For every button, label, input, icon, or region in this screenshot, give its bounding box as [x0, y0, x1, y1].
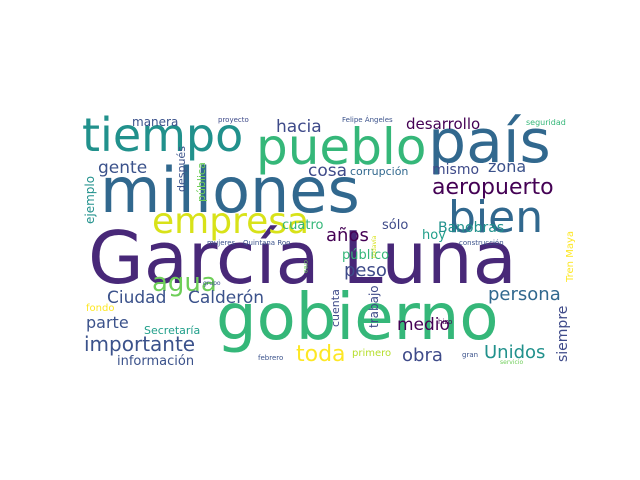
word-gran: gran: [462, 351, 479, 359]
word-construccion: construcción: [459, 239, 504, 247]
word-gobierno: gobierno: [216, 281, 499, 355]
word-peso: peso: [344, 260, 387, 281]
word-informacion: información: [117, 354, 195, 369]
word-anos: años: [326, 225, 369, 246]
word-unidos: Unidos: [484, 342, 546, 363]
word-cuatro: cuatro: [282, 218, 324, 233]
word-felipe-angeles: Felipe Ángeles: [342, 116, 393, 124]
word-cloud-canvas: [80, 116, 580, 364]
word-pueblo: pueblo: [256, 118, 427, 176]
word-solo: sólo: [382, 218, 409, 233]
word-garcia-luna: García Luna: [88, 216, 517, 300]
word-mismo: mismo: [432, 162, 480, 178]
word-importante: importante: [84, 332, 196, 356]
word-millones: millones: [100, 154, 360, 227]
word-calderon: Calderón: [188, 288, 265, 308]
word-pais: país: [428, 107, 551, 177]
word-todavia: todavía: [371, 235, 378, 258]
word-cuenta: cuenta: [329, 289, 342, 327]
word-persona: persona: [488, 284, 561, 305]
word-aeropuerto: aeropuerto: [432, 175, 554, 200]
word-tiempo: tiempo: [82, 108, 244, 162]
word-manera: manera: [132, 115, 179, 129]
word-siempre: siempre: [555, 305, 571, 362]
word-obra: obra: [402, 345, 443, 366]
word-medio: medio: [397, 315, 450, 335]
word-bien: bien: [448, 192, 544, 243]
word-proyecto: proyecto: [218, 116, 249, 124]
word-despues: después: [175, 146, 188, 192]
word-agua: agua: [152, 268, 217, 298]
word-hizo: hizo: [438, 318, 453, 326]
word-hacia: hacia: [276, 117, 322, 137]
word-publica: pública: [195, 162, 208, 202]
word-grupo: grupo: [203, 280, 221, 287]
word-desarrollo: desarrollo: [406, 115, 481, 133]
word-seguridad: seguridad: [526, 118, 566, 127]
word-secretaria: Secretaría: [144, 324, 201, 337]
word-trabajo: trabajo: [367, 285, 381, 328]
word-ejemplo: ejemplo: [83, 175, 97, 224]
word-toda: toda: [296, 342, 346, 367]
word-servicio: servicio: [500, 359, 524, 366]
word-hoy: hoy: [422, 228, 446, 243]
word-tren-maya: Tren Maya: [565, 230, 576, 282]
word-zona: zona: [488, 157, 527, 176]
word-quintana-roo: Quintana Roo: [243, 239, 291, 247]
word-febrero: febrero: [258, 354, 284, 362]
word-corrupcion: corrupción: [350, 165, 409, 178]
word-parte: parte: [86, 313, 129, 332]
word-cosa: cosa: [308, 161, 348, 181]
word-creo: creo: [302, 260, 309, 273]
word-banobras: Banobras: [438, 220, 505, 236]
word-empresa: empresa: [152, 201, 310, 242]
word-primero: primero: [352, 348, 392, 359]
word-gente: gente: [98, 158, 148, 178]
word-publico: público: [342, 248, 390, 263]
word-fondo: fondo: [86, 303, 115, 314]
word-ciudad: Ciudad: [107, 288, 167, 308]
word-mujeres: mujeres: [207, 239, 236, 247]
